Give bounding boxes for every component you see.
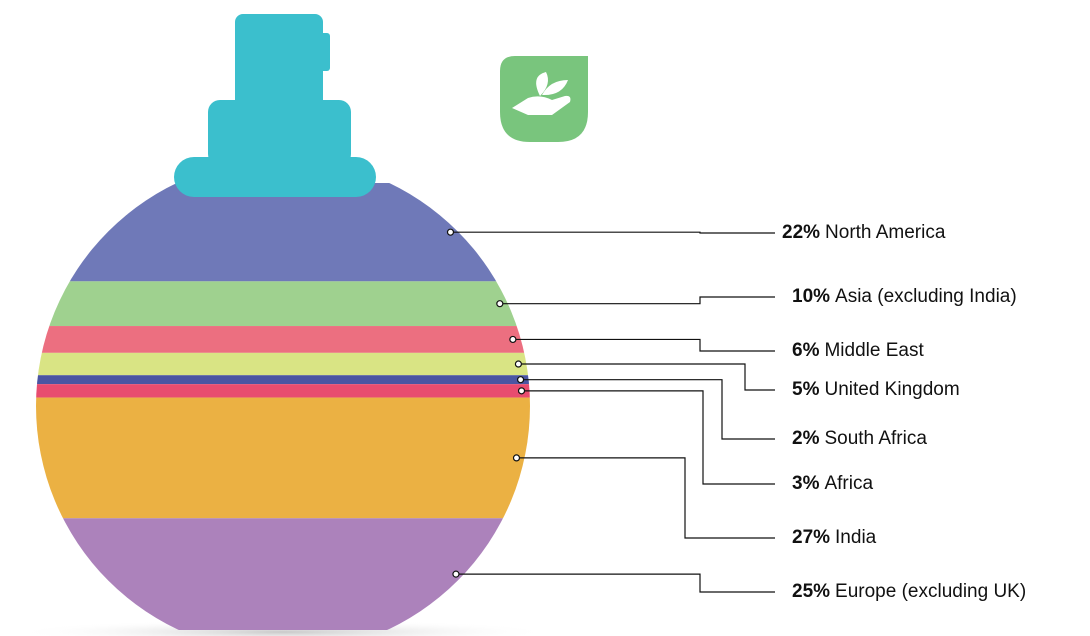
category-label: United Kingdom <box>824 379 959 400</box>
value-label: 10% <box>792 286 830 307</box>
leader-line <box>456 574 775 592</box>
page: {"chart_data": {"type": "stacked", "cate… <box>0 0 1090 636</box>
leader-dot <box>453 571 459 577</box>
leader-line <box>450 232 775 233</box>
legend: 22%North America 10%Asia (excluding India… <box>447 222 1026 602</box>
category-label: India <box>835 527 877 548</box>
leader-dot <box>519 388 525 394</box>
leader-line <box>516 458 775 538</box>
category-label: North America <box>825 222 946 243</box>
value-label: 5% <box>792 379 820 400</box>
band <box>20 281 550 326</box>
band <box>20 384 550 397</box>
value-label: 6% <box>792 340 820 361</box>
band <box>20 353 550 375</box>
label: 3%Africa <box>792 473 873 494</box>
label: 22%North America <box>782 222 946 243</box>
label: 5%United Kingdom <box>792 379 960 400</box>
category-label: Asia (excluding India) <box>835 286 1017 307</box>
leader-line <box>500 297 775 304</box>
leader-dot <box>447 229 453 235</box>
eco-icon <box>500 56 588 142</box>
value-label: 3% <box>792 473 820 494</box>
bottle-cap <box>174 14 376 197</box>
leader-dot <box>497 301 503 307</box>
leader-dot <box>510 336 516 342</box>
value-label: 22% <box>782 222 820 243</box>
category-label: Middle East <box>824 340 924 361</box>
leader-dot <box>515 361 521 367</box>
category-label: Africa <box>824 473 873 494</box>
value-label: 25% <box>792 581 830 602</box>
leader-line <box>513 339 775 351</box>
leader-line <box>518 364 775 390</box>
leader-line <box>521 380 775 439</box>
value-label: 27% <box>792 527 830 548</box>
category-label: South Africa <box>824 428 927 449</box>
band <box>20 398 550 519</box>
label: 10%Asia (excluding India) <box>792 286 1017 307</box>
category-label: Europe (excluding UK) <box>835 581 1026 602</box>
band <box>20 375 550 384</box>
label: 27%India <box>792 527 877 548</box>
leader-dot <box>513 455 519 461</box>
chart: 22%North America 10%Asia (excluding India… <box>0 0 1090 636</box>
label: 6%Middle East <box>792 340 924 361</box>
leader-line <box>522 391 775 484</box>
value-label: 2% <box>792 428 820 449</box>
band <box>20 326 550 353</box>
label: 25%Europe (excluding UK) <box>792 581 1026 602</box>
bottle-body <box>20 183 550 630</box>
label: 2%South Africa <box>792 428 927 449</box>
leader-dot <box>518 377 524 383</box>
